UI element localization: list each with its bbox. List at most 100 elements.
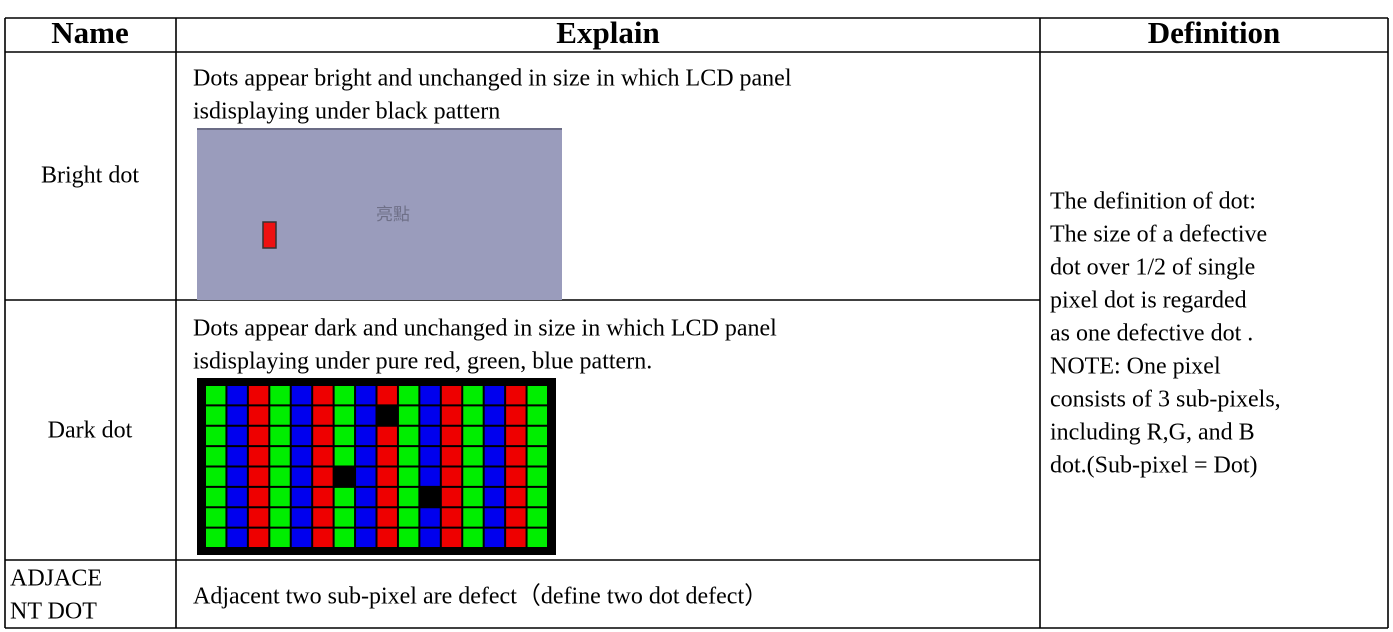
sub-pixel	[291, 386, 312, 405]
sub-pixel	[270, 508, 290, 527]
sub-pixel	[377, 426, 397, 446]
name-cell: NT DOT	[10, 599, 97, 625]
name-cell: Bright dot	[41, 163, 139, 189]
sub-pixel	[334, 426, 355, 446]
sub-pixel	[527, 406, 547, 425]
sub-pixel	[484, 528, 505, 547]
sub-pixel	[206, 528, 226, 547]
sub-pixel	[463, 426, 483, 446]
sub-pixel	[398, 487, 419, 507]
sub-pixel	[463, 467, 483, 486]
sub-pixel	[398, 508, 419, 527]
sub-pixel	[270, 467, 290, 486]
sub-pixel	[248, 467, 269, 486]
sub-pixel	[270, 406, 290, 425]
sub-pixel	[484, 386, 505, 405]
sub-pixel	[506, 447, 526, 466]
sub-pixel	[506, 487, 526, 507]
bright-dot-image	[197, 128, 562, 300]
sub-pixel	[398, 426, 419, 446]
sub-pixel	[398, 406, 419, 425]
sub-pixel	[377, 386, 397, 405]
sub-pixel	[527, 426, 547, 446]
sub-pixel	[334, 447, 355, 466]
sub-pixel	[248, 447, 269, 466]
sub-pixel	[291, 487, 312, 507]
sub-pixel	[356, 426, 376, 446]
sub-pixel	[420, 508, 440, 527]
sub-pixel	[291, 528, 312, 547]
header-cell: Definition	[1148, 15, 1281, 50]
name-cell: ADJACE	[10, 566, 102, 592]
sub-pixel	[527, 447, 547, 466]
explain-text: isdisplaying under pure red, green, blue…	[193, 349, 652, 375]
sub-pixel	[441, 528, 462, 547]
sub-pixel	[441, 426, 462, 446]
sub-pixel	[291, 467, 312, 486]
sub-pixel	[334, 386, 355, 405]
sub-pixel	[527, 386, 547, 405]
definition-text: dot over 1/2 of single	[1050, 255, 1255, 281]
sub-pixel	[227, 426, 247, 446]
explain-text: isdisplaying under black pattern	[193, 99, 500, 125]
sub-pixel	[356, 487, 376, 507]
sub-pixel	[313, 406, 333, 425]
definition-text: dot.(Sub-pixel = Dot)	[1050, 453, 1258, 479]
sub-pixel	[463, 406, 483, 425]
sub-pixel	[377, 406, 397, 425]
explain-text: Dots appear bright and unchanged in size…	[193, 66, 792, 92]
sub-pixel	[227, 467, 247, 486]
sub-pixel	[206, 447, 226, 466]
definition-text: The size of a defective	[1050, 222, 1267, 248]
sub-pixel	[484, 426, 505, 446]
sub-pixel	[441, 447, 462, 466]
sub-pixel	[248, 508, 269, 527]
sub-pixel	[420, 426, 440, 446]
sub-pixel	[270, 447, 290, 466]
sub-pixel	[227, 386, 247, 405]
sub-pixel	[313, 467, 333, 486]
sub-pixel	[227, 406, 247, 425]
sub-pixel	[270, 386, 290, 405]
sub-pixel	[291, 447, 312, 466]
sub-pixel	[334, 487, 355, 507]
sub-pixel	[356, 386, 376, 405]
sub-pixel	[441, 508, 462, 527]
sub-pixel	[227, 447, 247, 466]
definition-text: NOTE: One pixel	[1050, 354, 1221, 380]
sub-pixel	[313, 447, 333, 466]
sub-pixel	[506, 426, 526, 446]
sub-pixel	[527, 467, 547, 486]
sub-pixel	[227, 528, 247, 547]
sub-pixel	[313, 386, 333, 405]
sub-pixel	[377, 487, 397, 507]
sub-pixel	[206, 386, 226, 405]
sub-pixel	[377, 467, 397, 486]
explain-text: Adjacent two sub-pixel are defect（define…	[193, 584, 768, 610]
sub-pixel	[398, 467, 419, 486]
sub-pixel	[420, 467, 440, 486]
sub-pixel	[334, 508, 355, 527]
header-cell: Name	[51, 15, 128, 50]
sub-pixel	[313, 508, 333, 527]
sub-pixel	[248, 406, 269, 425]
sub-pixel	[420, 447, 440, 466]
sub-pixel	[313, 487, 333, 507]
sub-pixel	[527, 487, 547, 507]
sub-pixel	[527, 508, 547, 527]
sub-pixel	[356, 467, 376, 486]
sub-pixel	[398, 386, 419, 405]
sub-pixel	[506, 406, 526, 425]
image-label: 亮點	[376, 205, 410, 225]
sub-pixel	[463, 528, 483, 547]
definition-text: including R,G, and B	[1050, 420, 1255, 446]
sub-pixel	[291, 406, 312, 425]
sub-pixel	[420, 528, 440, 547]
sub-pixel	[313, 528, 333, 547]
sub-pixel	[398, 528, 419, 547]
sub-pixel	[206, 406, 226, 425]
sub-pixel	[506, 508, 526, 527]
sub-pixel	[441, 467, 462, 486]
definition-text: pixel dot is regarded	[1050, 288, 1247, 314]
